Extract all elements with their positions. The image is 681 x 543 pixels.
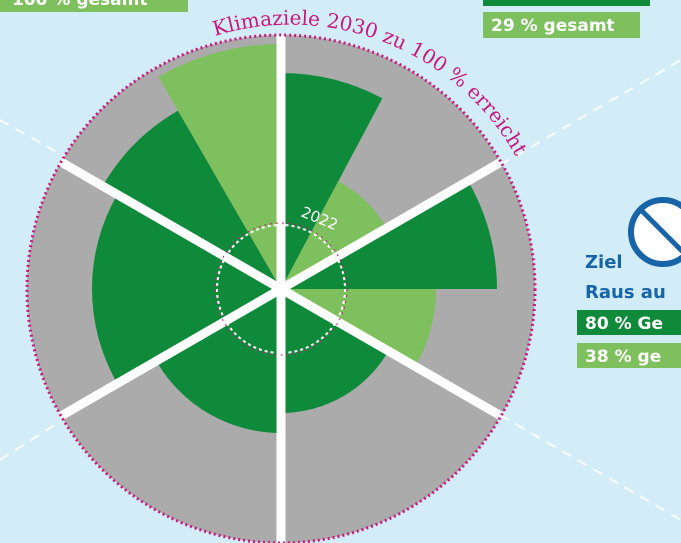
top-left-box <box>0 0 188 12</box>
top-right-dark-box <box>483 0 650 6</box>
goal-heading: Raus au <box>585 282 666 303</box>
wheel-border <box>25 33 537 543</box>
wedge <box>281 289 389 413</box>
wedge <box>102 110 281 289</box>
goal-total-box <box>577 310 681 335</box>
year-circle <box>216 224 346 354</box>
wedge <box>281 73 383 289</box>
goal-icon-strike <box>638 207 681 254</box>
year-circle-inner <box>214 222 348 356</box>
top-right-box <box>483 12 640 38</box>
top-left-label: 100 % gesamt <box>12 0 148 10</box>
top-right-label: 29 % gesamt <box>491 16 615 36</box>
goal-total-label: 80 % Ge <box>585 314 663 334</box>
goal-prefix: Ziel <box>585 252 623 273</box>
wedge <box>158 44 281 289</box>
goal-share-label: 38 % ge <box>585 347 661 367</box>
wedge <box>281 181 387 289</box>
wedge <box>92 194 281 384</box>
wedge <box>156 289 281 433</box>
goal-icon <box>628 197 681 267</box>
sector-dividers <box>58 35 504 543</box>
goal-share-box <box>577 343 681 368</box>
